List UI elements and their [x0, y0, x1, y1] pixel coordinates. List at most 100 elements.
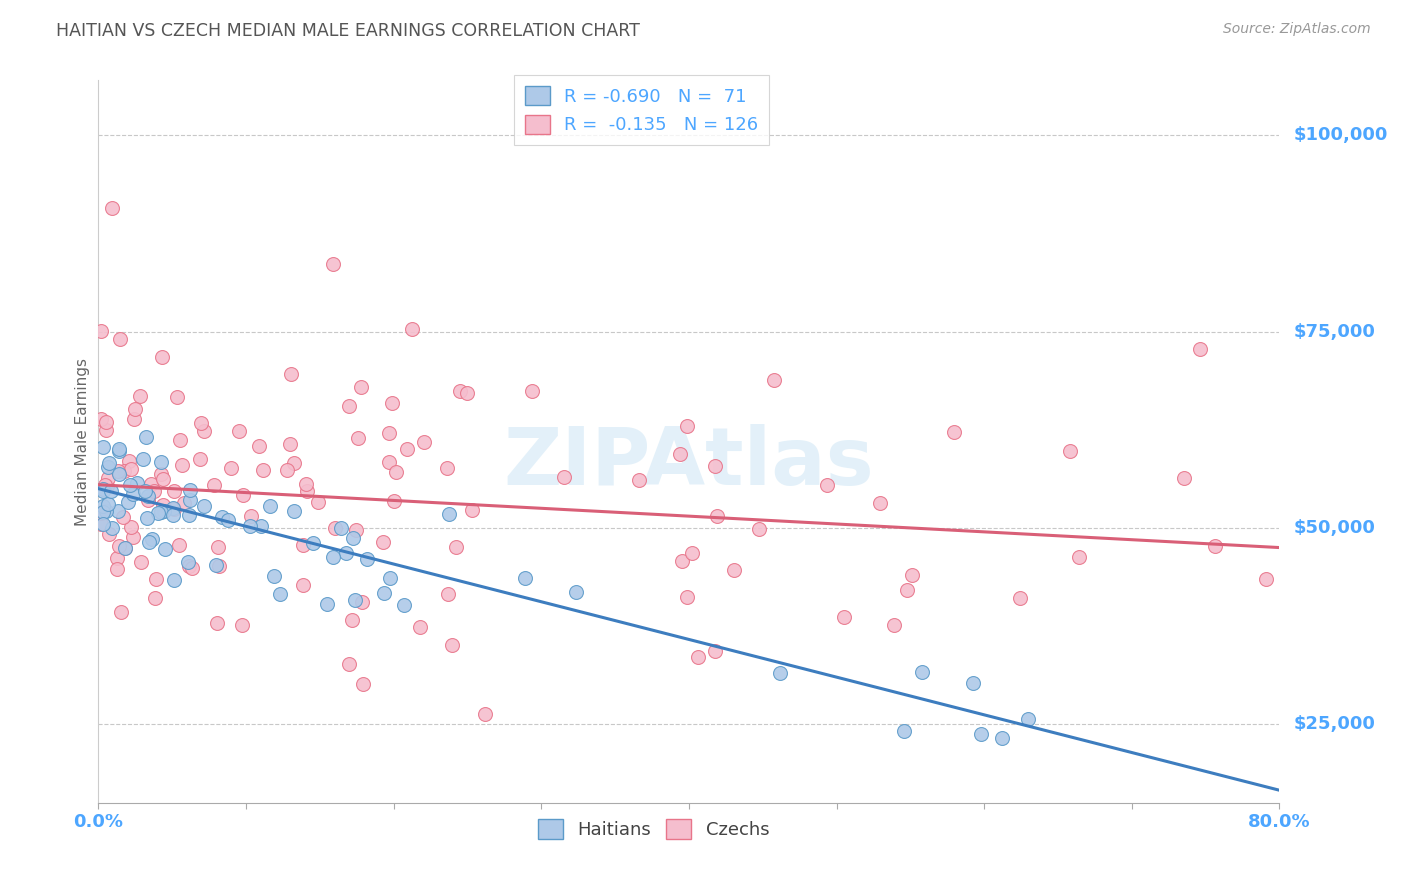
Point — [120, 462, 142, 476]
Point — [139, 477, 162, 491]
Point — [269, 587, 291, 601]
Point — [207, 541, 229, 555]
Point — [162, 508, 184, 522]
Point — [669, 447, 692, 461]
Point — [991, 731, 1014, 745]
Point — [148, 506, 170, 520]
Point — [340, 613, 363, 627]
Point — [100, 483, 122, 498]
Point — [211, 509, 233, 524]
Point — [1017, 712, 1039, 726]
Point — [704, 459, 727, 474]
Point — [205, 558, 228, 572]
Point — [90, 324, 112, 338]
Point — [150, 505, 173, 519]
Point — [136, 511, 159, 525]
Point — [412, 435, 434, 450]
Point — [1059, 444, 1081, 458]
Point — [94, 423, 117, 437]
Point — [295, 477, 318, 491]
Point — [337, 657, 360, 672]
Point — [911, 665, 934, 679]
Y-axis label: Median Male Earnings: Median Male Earnings — [75, 358, 90, 525]
Point — [143, 484, 166, 499]
Point — [188, 452, 211, 467]
Point — [108, 442, 131, 456]
Point — [307, 495, 329, 509]
Point — [143, 591, 166, 606]
Point — [384, 465, 406, 479]
Point — [120, 478, 142, 492]
Point — [91, 516, 114, 531]
Point — [162, 574, 184, 588]
Point — [706, 508, 728, 523]
Point — [627, 473, 650, 487]
Point — [97, 459, 120, 474]
Point — [169, 538, 191, 552]
Point — [219, 460, 242, 475]
Point — [117, 495, 139, 509]
Point — [962, 676, 984, 690]
Point — [97, 456, 120, 470]
Point — [172, 458, 194, 472]
Point — [373, 535, 395, 549]
Point — [1069, 550, 1091, 565]
Point — [179, 492, 201, 507]
Point — [153, 541, 176, 556]
Point — [322, 550, 344, 565]
Point — [124, 412, 146, 426]
Text: $25,000: $25,000 — [1294, 715, 1375, 733]
Point — [166, 390, 188, 404]
Point — [94, 415, 117, 429]
Point — [337, 400, 360, 414]
Point — [193, 499, 215, 513]
Point — [942, 425, 965, 439]
Point — [352, 677, 374, 691]
Point — [444, 540, 467, 554]
Point — [132, 452, 155, 467]
Point — [110, 333, 132, 347]
Point — [122, 487, 145, 501]
Point — [90, 411, 112, 425]
Point — [449, 384, 471, 399]
Point — [342, 531, 364, 545]
Point — [263, 568, 285, 582]
Point — [373, 586, 395, 600]
Point — [350, 380, 373, 394]
Point — [97, 527, 120, 541]
Point — [970, 726, 993, 740]
Point — [150, 350, 173, 364]
Point — [347, 431, 370, 445]
Point — [437, 587, 460, 601]
Point — [138, 535, 160, 549]
Point — [205, 615, 228, 630]
Point — [249, 519, 271, 533]
Point — [202, 478, 225, 492]
Point — [437, 508, 460, 522]
Point — [173, 496, 195, 510]
Point — [90, 506, 112, 520]
Point — [330, 521, 353, 535]
Point — [381, 396, 404, 410]
Point — [107, 504, 129, 518]
Point — [232, 488, 254, 502]
Point — [152, 473, 174, 487]
Point — [136, 489, 159, 503]
Point — [152, 498, 174, 512]
Point — [127, 475, 149, 490]
Point — [671, 554, 693, 568]
Point — [259, 500, 281, 514]
Point — [247, 440, 270, 454]
Point — [153, 504, 176, 518]
Point — [112, 510, 135, 524]
Point — [768, 665, 790, 680]
Point — [129, 556, 152, 570]
Text: $50,000: $50,000 — [1294, 519, 1375, 537]
Point — [278, 437, 301, 451]
Point — [513, 571, 536, 585]
Text: Source: ZipAtlas.com: Source: ZipAtlas.com — [1223, 22, 1371, 37]
Point — [112, 464, 135, 478]
Point — [252, 463, 274, 477]
Point — [162, 501, 184, 516]
Point — [378, 571, 401, 585]
